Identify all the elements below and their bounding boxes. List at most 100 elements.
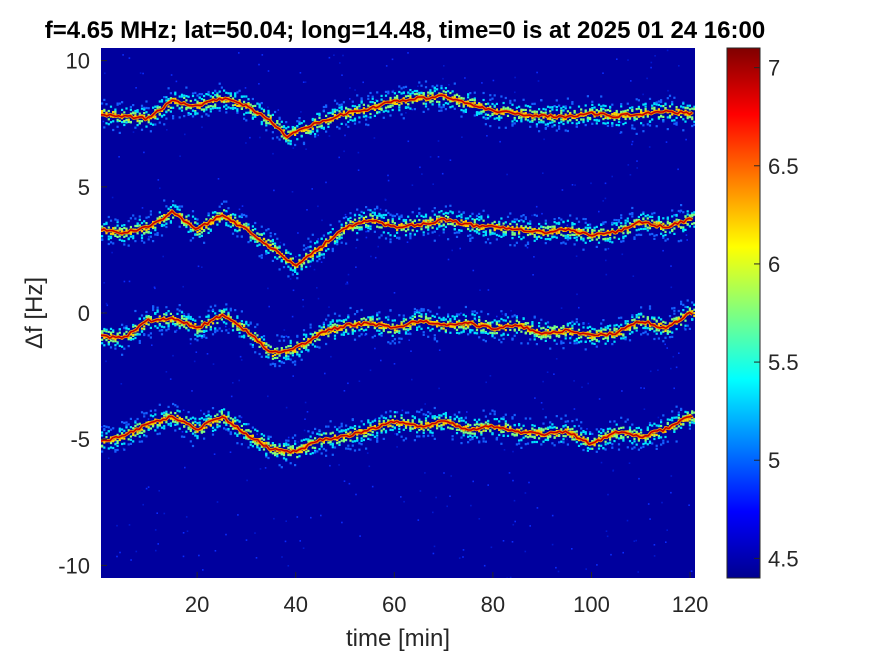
trace-halo-point — [427, 226, 430, 229]
trace-halo-point — [655, 222, 658, 225]
trace-halo-point — [205, 329, 208, 332]
trace-halo-point — [602, 228, 605, 231]
trace-halo-point — [163, 113, 166, 117]
trace-halo-point — [493, 232, 496, 235]
trace-halo-point — [238, 100, 241, 103]
trace-halo-point — [531, 110, 534, 113]
trace-halo-point — [178, 417, 181, 420]
trace-halo-point — [196, 100, 199, 103]
trace-halo-point — [382, 216, 385, 219]
trace-halo-point — [460, 109, 463, 112]
trace-halo-point — [147, 107, 150, 110]
trace-halo-point — [269, 232, 272, 235]
noise-pixel — [229, 451, 232, 453]
trace-halo-point — [309, 245, 312, 248]
trace-halo-point — [225, 222, 228, 225]
trace-halo-point — [160, 100, 164, 103]
noise-pixel — [514, 91, 516, 94]
trace-halo-point — [384, 90, 388, 93]
trace-halo-point — [615, 110, 618, 113]
trace-halo-point — [214, 331, 217, 334]
trace-halo-point — [274, 242, 277, 245]
trace-halo-point — [660, 99, 663, 102]
trace-halo-point — [118, 119, 121, 122]
trace-halo-point — [648, 233, 652, 236]
noise-pixel — [325, 181, 327, 184]
noise-pixel — [578, 306, 580, 309]
trace-halo-point — [453, 231, 456, 235]
trace-halo-point — [549, 106, 552, 109]
noise-pixel — [385, 65, 388, 67]
trace-halo-point — [214, 105, 217, 108]
trace-halo-point — [640, 122, 643, 125]
noise-pixel — [585, 568, 587, 570]
noise-pixel — [157, 179, 160, 181]
trace-halo-point — [633, 327, 636, 330]
trace-halo-point — [646, 229, 649, 232]
trace-halo-point — [129, 333, 132, 336]
trace-halo-point — [309, 332, 312, 335]
trace-halo-point — [112, 446, 115, 450]
trace-halo-point — [365, 328, 368, 331]
noise-pixel — [122, 431, 124, 433]
trace-halo-point — [416, 89, 419, 93]
trace-halo-point — [356, 107, 359, 110]
trace-halo-point — [444, 205, 447, 208]
trace-halo-point — [198, 235, 201, 238]
trace-halo-point — [238, 335, 241, 338]
trace-halo-point — [686, 117, 689, 120]
trace-halo-point — [648, 307, 652, 310]
trace-halo-point — [103, 344, 106, 347]
trace-halo-point — [285, 444, 288, 447]
trace-halo-point — [331, 329, 334, 333]
trace-halo-point — [662, 340, 665, 343]
trace-halo-point — [127, 328, 130, 331]
trace-halo-point — [216, 329, 219, 332]
trace-halo-point — [185, 86, 188, 89]
trace-halo-point — [506, 316, 510, 319]
noise-pixel — [374, 256, 377, 259]
trace-halo-point — [380, 334, 383, 337]
trace-halo-point — [101, 330, 104, 333]
trace-halo-point — [243, 113, 246, 116]
trace-halo-point — [331, 119, 334, 122]
trace-halo-point — [451, 325, 454, 328]
trace-halo-point — [314, 133, 317, 136]
trace-halo-point — [424, 215, 428, 218]
trace-halo-point — [274, 363, 277, 366]
trace-halo-point — [655, 329, 658, 332]
trace-halo-point — [258, 338, 261, 341]
trace-halo-point — [180, 221, 184, 224]
noise-pixel — [181, 431, 184, 433]
trace-halo-point — [413, 108, 416, 111]
trace-halo-point — [600, 322, 603, 325]
trace-halo-point — [589, 336, 592, 339]
trace-halo-point — [362, 323, 365, 327]
trace-halo-point — [411, 323, 414, 326]
trace-halo-point — [216, 93, 219, 97]
trace-halo-point — [593, 106, 596, 109]
trace-halo-point — [447, 320, 450, 323]
noise-pixel — [666, 347, 668, 349]
trace-halo-point — [238, 226, 241, 229]
noise-pixel — [410, 350, 412, 352]
trace-halo-point — [458, 313, 461, 316]
trace-halo-point — [467, 96, 470, 99]
noise-pixel — [411, 378, 413, 381]
trace-halo-point — [529, 332, 532, 335]
trace-halo-point — [236, 109, 239, 112]
trace-halo-point — [285, 459, 288, 462]
trace-halo-point — [116, 441, 119, 445]
trace-halo-point — [245, 119, 248, 122]
trace-halo-point — [613, 236, 616, 239]
trace-halo-point — [143, 434, 146, 437]
trace-halo-point — [487, 214, 490, 217]
trace-halo-point — [611, 343, 614, 346]
trace-halo-point — [602, 118, 605, 121]
trace-halo-point — [196, 339, 199, 342]
trace-halo-point — [660, 221, 663, 224]
trace-halo-point — [391, 104, 394, 107]
trace-halo-point — [489, 229, 492, 232]
trace-halo-point — [382, 231, 385, 234]
trace-halo-point — [691, 107, 694, 110]
